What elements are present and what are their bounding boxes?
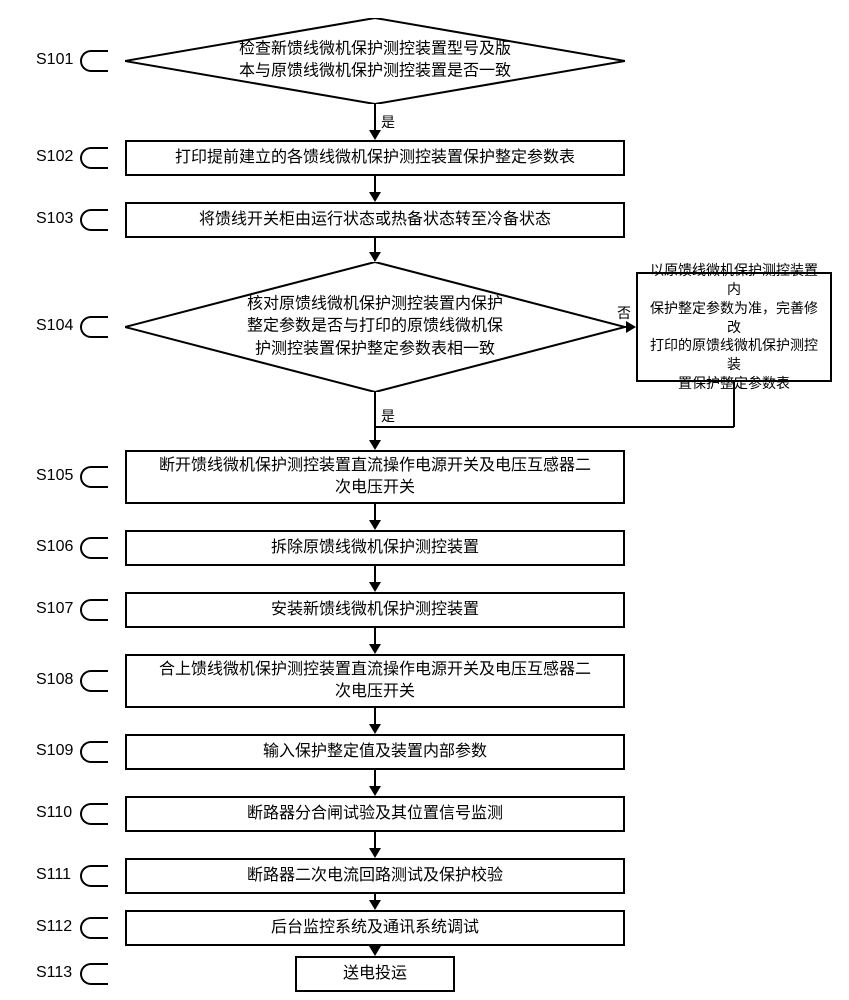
diamond-text: 核对原馈线微机保护测控装置内保护整定参数是否与打印的原馈线微机保护测控装置保护整… xyxy=(247,293,503,360)
step-label: S104 xyxy=(36,317,73,335)
arrow-head-icon xyxy=(369,582,381,592)
box-text: 断路器二次电流回路测试及保护校验 xyxy=(247,865,503,887)
step-label: S106 xyxy=(36,538,73,556)
process-box: 安装新馈线微机保护测控装置 xyxy=(125,592,625,628)
process-box: 断路器二次电流回路测试及保护校验 xyxy=(125,858,625,894)
label-connector xyxy=(80,865,108,887)
process-box: 合上馈线微机保护测控装置直流操作电源开关及电压互感器二次电压开关 xyxy=(125,654,625,708)
arrow-head-icon xyxy=(369,130,381,140)
arrow-head-icon xyxy=(369,440,381,450)
box-text: 拆除原馈线微机保护测控装置 xyxy=(271,537,479,559)
box-text: 后台监控系统及通讯系统调试 xyxy=(271,917,479,939)
arrow-head-icon xyxy=(369,786,381,796)
box-text: 断路器分合闸试验及其位置信号监测 xyxy=(247,803,503,825)
step-label: S102 xyxy=(36,148,73,166)
connector-line xyxy=(733,382,735,427)
arrow-line xyxy=(374,832,376,849)
label-connector xyxy=(80,316,108,338)
arrow-head-icon xyxy=(369,946,381,956)
side-process-box: 以原馈线微机保护测控装置内保护整定参数为准，完善修改打印的原馈线微机保护测控装置… xyxy=(636,272,832,382)
box-text: 将馈线开关柜由运行状态或热备状态转至冷备状态 xyxy=(199,209,551,231)
step-label: S110 xyxy=(36,804,72,822)
label-connector xyxy=(80,466,108,488)
box-text: 以原馈线微机保护测控装置内保护整定参数为准，完善修改打印的原馈线微机保护测控装置… xyxy=(646,261,822,393)
arrow-line xyxy=(374,708,376,725)
box-text: 合上馈线微机保护测控装置直流操作电源开关及电压互感器二次电压开关 xyxy=(159,659,591,704)
label-connector xyxy=(80,741,108,763)
arrow-head-icon xyxy=(369,848,381,858)
step-label: S112 xyxy=(36,918,72,936)
process-box: 断路器分合闸试验及其位置信号监测 xyxy=(125,796,625,832)
label-connector xyxy=(80,963,108,985)
step-label: S109 xyxy=(36,742,73,760)
step-label: S107 xyxy=(36,600,73,618)
step-label: S105 xyxy=(36,467,73,485)
arrow-line xyxy=(374,628,376,645)
process-box: 将馈线开关柜由运行状态或热备状态转至冷备状态 xyxy=(125,202,625,238)
label-connector xyxy=(80,209,108,231)
arrow-line xyxy=(374,238,376,253)
arrow-head-icon xyxy=(369,900,381,910)
arrow-line xyxy=(374,176,376,193)
arrow-line xyxy=(374,770,376,787)
arrow-head-icon xyxy=(369,724,381,734)
arrow-head-icon xyxy=(369,252,381,262)
arrow-head-icon xyxy=(369,192,381,202)
process-box: 输入保护整定值及装置内部参数 xyxy=(125,734,625,770)
edge-label-yes: 是 xyxy=(381,406,395,426)
label-connector xyxy=(80,147,108,169)
edge-label-no: 否 xyxy=(617,303,631,323)
decision-diamond: 核对原馈线微机保护测控装置内保护整定参数是否与打印的原馈线微机保护测控装置保护整… xyxy=(125,262,625,392)
process-box: 打印提前建立的各馈线微机保护测控装置保护整定参数表 xyxy=(125,140,625,176)
label-connector xyxy=(80,537,108,559)
arrow-head-icon xyxy=(369,644,381,654)
step-label: S103 xyxy=(36,210,73,228)
label-connector xyxy=(80,803,108,825)
decision-diamond: 检查新馈线微机保护测控装置型号及版本与原馈线微机保护测控装置是否一致 xyxy=(125,18,625,104)
box-text: 打印提前建立的各馈线微机保护测控装置保护整定参数表 xyxy=(175,147,575,169)
box-text: 断开馈线微机保护测控装置直流操作电源开关及电压互感器二次电压开关 xyxy=(159,455,591,500)
step-label: S108 xyxy=(36,671,73,689)
label-connector xyxy=(80,670,108,692)
process-box: 拆除原馈线微机保护测控装置 xyxy=(125,530,625,566)
diamond-text: 检查新馈线微机保护测控装置型号及版本与原馈线微机保护测控装置是否一致 xyxy=(239,39,511,84)
label-connector xyxy=(80,917,108,939)
process-box: 断开馈线微机保护测控装置直流操作电源开关及电压互感器二次电压开关 xyxy=(125,450,625,504)
process-box: 送电投运 xyxy=(295,956,455,992)
label-connector xyxy=(80,50,108,72)
arrow-line xyxy=(374,104,376,131)
arrow-line xyxy=(374,504,376,521)
box-text: 输入保护整定值及装置内部参数 xyxy=(263,741,487,763)
edge-label-yes: 是 xyxy=(381,112,395,132)
step-label: S101 xyxy=(36,51,73,69)
step-label: S111 xyxy=(36,866,71,884)
process-box: 后台监控系统及通讯系统调试 xyxy=(125,910,625,946)
connector-line xyxy=(375,426,734,428)
box-text: 送电投运 xyxy=(343,963,407,985)
arrow-line xyxy=(374,566,376,583)
arrow-head-icon xyxy=(369,520,381,530)
box-text: 安装新馈线微机保护测控装置 xyxy=(271,599,479,621)
label-connector xyxy=(80,599,108,621)
arrow-line xyxy=(374,392,376,441)
step-label: S113 xyxy=(36,964,72,982)
